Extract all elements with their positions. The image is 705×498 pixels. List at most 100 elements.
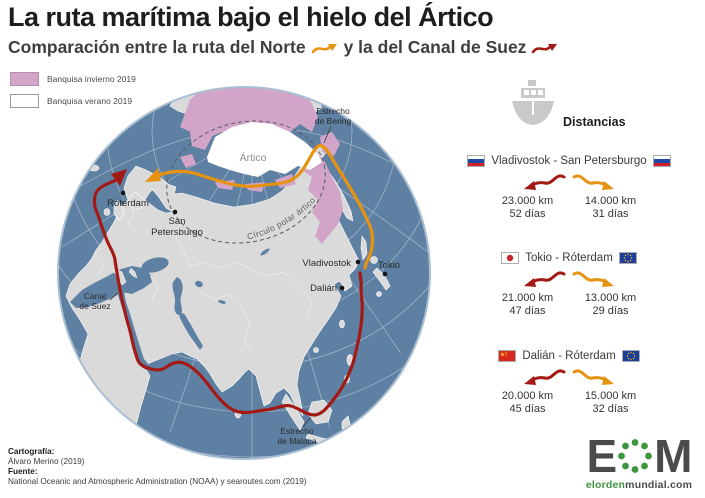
distance-days: 31 días (592, 208, 629, 220)
winter-ice-swatch (10, 72, 39, 86)
route-pair-label: Tokio - Róterdam (525, 252, 613, 264)
north-route-squiggle-icon (572, 369, 614, 385)
cartography-value: Álvaro Merino (2019) (8, 457, 85, 466)
north-route-values: 15.000 km 32 días (569, 390, 652, 416)
legend-item-summer: Banquisa verano 2019 (10, 94, 136, 108)
land-sakhalin (360, 235, 368, 261)
route-pair-label: Dalián - Róterdam (522, 350, 616, 362)
route-card-tokio-roterdam: Tokio - Róterdam 21.000 km 47 días 13.00… (458, 251, 680, 318)
north-route-squiggle-icon (572, 271, 614, 287)
legend-label: Banquisa verano 2019 (47, 96, 133, 106)
route-card-vladivostok-sanpetersburgo: Vladivostok - San Petersburgo 23.000 km … (458, 154, 680, 221)
tokio-dot (382, 271, 388, 277)
flag-russia-icon (467, 155, 486, 167)
distances-header: Distancias (510, 78, 626, 132)
source-label: Fuente: (8, 467, 38, 476)
distance-km: 15.000 km (584, 390, 637, 402)
distance-km: 20.000 km (501, 390, 554, 402)
land-greece (128, 267, 138, 279)
flag-eu-icon (621, 350, 640, 362)
north-route-path (155, 144, 375, 270)
land-taiwan (339, 319, 345, 329)
label-pointers (109, 125, 332, 428)
globe-svg: Ártico Estrecho de Bering Róterdam San P… (57, 86, 431, 460)
sea-persian-gulf (179, 313, 203, 350)
lake-balkhash (218, 300, 226, 304)
north-route-values: 13.000 km 29 días (569, 292, 652, 318)
flag-eu-icon (618, 252, 637, 264)
legend-label: Banquisa invierno 2019 (47, 74, 136, 84)
label-bering-1: Estrecho (316, 106, 350, 116)
land-hokkaido (370, 256, 378, 264)
page-subtitle: Comparación entre la ruta del Norte y la… (8, 37, 559, 58)
logo-site-url: elordenmundial.com (579, 479, 699, 491)
credits: Cartografía: Álvaro Merino (2019) Fuente… (8, 447, 307, 487)
sea-aral (195, 280, 203, 288)
sea-caspian (172, 277, 183, 315)
city-dots (120, 190, 388, 291)
distance-km: 14.000 km (584, 195, 637, 207)
logo-letter-e: E (586, 430, 617, 482)
logo-site-dark: mundial.com (625, 479, 693, 491)
cargo-ship-icon (512, 80, 554, 125)
label-vladivostok: Vladivostok (302, 258, 351, 269)
label-malaca-2: de Malaca (277, 436, 316, 446)
flag-japan-icon (501, 252, 520, 264)
land-new-guinea (365, 429, 395, 451)
distance-km: 13.000 km (584, 292, 637, 304)
suez-route-squiggle-icon (524, 271, 566, 287)
distance-km: 23.000 km (501, 195, 554, 207)
legend-item-winter: Banquisa invierno 2019 (10, 72, 136, 86)
route-pair-label: Vladivostok - San Petersburgo (491, 155, 647, 167)
distances-panel: Distancias Vladivostok - San Petersburgo… (458, 62, 680, 422)
distance-days: 32 días (592, 403, 629, 415)
flag-russia-icon (652, 155, 671, 167)
inland-seas (70, 248, 270, 379)
map-legend: Banquisa invierno 2019 Banquisa verano 2… (10, 72, 136, 116)
distance-km: 21.000 km (501, 292, 554, 304)
label-dalian: Dalián (310, 283, 337, 294)
suez-route-arrow-icon (532, 43, 558, 53)
logo-site-green: elorden (585, 479, 626, 491)
north-route-arrowhead (145, 168, 161, 182)
sea-mediterranean (70, 266, 152, 308)
san-petersburgo-dot (172, 209, 178, 215)
suez-route-squiggle-icon (524, 369, 566, 385)
north-route-arrow-icon (311, 43, 337, 53)
logo-dotted-o-icon (618, 439, 653, 473)
flag-china-icon (498, 350, 517, 362)
suez-route-values: 20.000 km 45 días (486, 390, 569, 416)
suez-route-values: 21.000 km 47 días (486, 292, 569, 318)
roterdam-dot (120, 190, 126, 196)
distance-days: 29 días (592, 305, 629, 317)
sea-red-aden (118, 290, 172, 379)
source-value: National Oceanic and Atmospheric Adminis… (8, 477, 307, 486)
suez-route-path (92, 177, 364, 417)
land-ireland (103, 208, 111, 216)
subtitle-text-1: Comparación entre la ruta del Norte (8, 37, 306, 57)
suez-route-arrowhead (111, 169, 127, 186)
subtitle-text-2: y la del Canal de Suez (343, 37, 527, 57)
distance-days: 52 días (509, 208, 546, 220)
world-map: Ártico Estrecho de Bering Róterdam San P… (0, 62, 462, 472)
label-suez-1: Canal (84, 291, 106, 301)
lake-baikal (260, 248, 270, 256)
label-san-petersburgo-2: Petersburgo (151, 227, 203, 238)
north-route-squiggle-icon (572, 174, 614, 190)
label-san-petersburgo-1: San (169, 216, 186, 227)
route-card-dalian-roterdam: Dalián - Róterdam 20.000 km 45 días 15.0… (458, 349, 680, 416)
sea-black (141, 257, 169, 273)
logo-letter-m: M (654, 430, 692, 482)
distance-days: 47 días (509, 305, 546, 317)
label-tokio: Tokio (378, 260, 400, 271)
page-title: La ruta marítima bajo el hielo del Ártic… (8, 2, 494, 32)
label-malaca-1: Estrecho (280, 426, 314, 436)
label-roterdam: Róterdam (107, 198, 149, 209)
distance-days: 45 días (509, 403, 546, 415)
dalian-dot (339, 285, 345, 291)
arctic-circle-line (166, 120, 326, 244)
land-hainan (313, 347, 319, 353)
summer-ice-cap (207, 122, 322, 177)
label-bering-2: de Bering (315, 116, 352, 126)
